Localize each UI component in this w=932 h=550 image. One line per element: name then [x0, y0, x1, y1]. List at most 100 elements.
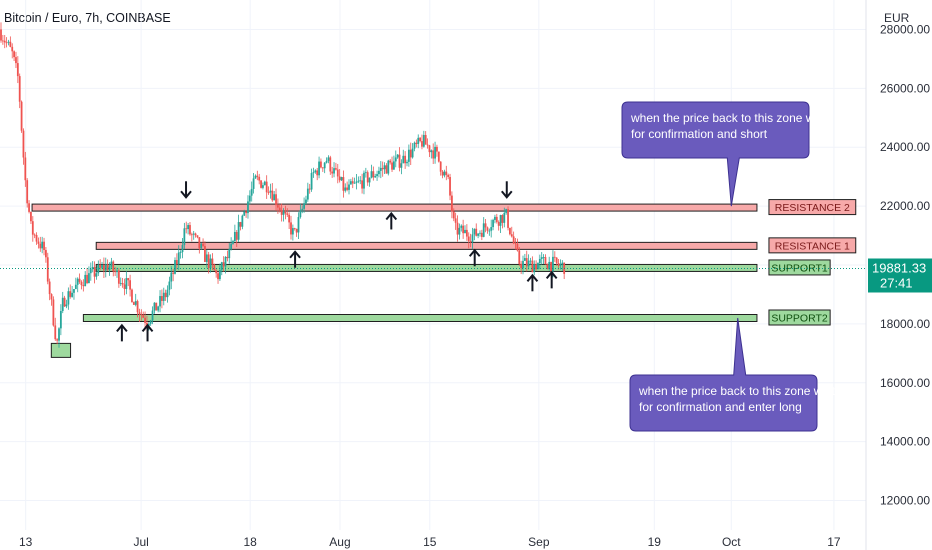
- candle-body: [157, 306, 160, 311]
- arrow-up-icon: [141, 323, 154, 342]
- candle-body: [30, 211, 32, 222]
- candle-body: [525, 258, 528, 267]
- candle-body: [409, 149, 412, 158]
- candle-body: [22, 130, 25, 158]
- candle-body: [48, 281, 51, 295]
- candle-body: [269, 190, 272, 193]
- price-tag-value: 19881.33: [872, 260, 926, 275]
- time-axis[interactable]: 13 Jul 18 Aug 15 Sep 19 Oct 17: [19, 535, 841, 549]
- candle-body: [142, 314, 145, 318]
- candle-body: [15, 57, 17, 64]
- candle-body: [437, 151, 440, 162]
- candle-body: [13, 51, 15, 58]
- candle-body: [192, 233, 195, 235]
- candle-body: [529, 260, 532, 262]
- candle-body: [58, 328, 60, 341]
- candle-body: [428, 145, 431, 153]
- candle-body: [161, 296, 163, 301]
- candle-body: [385, 165, 388, 174]
- price-tick-label: 22000.00: [880, 199, 930, 213]
- candle-body: [217, 273, 219, 280]
- candle-body: [391, 162, 393, 170]
- candle-body: [202, 243, 204, 247]
- time-tick-label: Jul: [133, 535, 148, 549]
- zone-support-2: [82, 314, 758, 322]
- candle-body: [219, 269, 221, 280]
- candle-body: [361, 180, 364, 189]
- candle-body: [74, 284, 77, 290]
- candle-body: [241, 215, 244, 227]
- candle-body: [220, 262, 223, 270]
- candle-body: [542, 257, 545, 258]
- candle-body: [63, 297, 66, 307]
- candle-body: [301, 208, 304, 211]
- candle-body: [1, 40, 4, 42]
- candle-body: [538, 258, 541, 264]
- candle-body: [430, 150, 433, 153]
- candle-body: [499, 215, 502, 226]
- candle-body: [198, 237, 201, 249]
- candle-body: [357, 180, 360, 182]
- candle-body: [121, 283, 124, 285]
- zone-label-box: [768, 237, 857, 254]
- candle-body: [200, 243, 203, 249]
- candle-body: [224, 256, 227, 267]
- candle-body: [308, 188, 311, 190]
- candle-body: [213, 264, 216, 271]
- arrow-head: [385, 211, 398, 221]
- candle-body: [488, 230, 491, 232]
- candle-body: [383, 165, 386, 170]
- candle-body: [338, 176, 341, 181]
- candle-body: [299, 210, 302, 218]
- candle-body: [458, 227, 461, 235]
- candle-body: [252, 178, 255, 189]
- candle-body: [527, 260, 530, 267]
- candle-body: [260, 180, 262, 188]
- candle-body: [190, 234, 193, 236]
- candle-body: [151, 310, 154, 321]
- candle-body: [368, 177, 371, 183]
- candle-body: [159, 296, 161, 307]
- candle-body: [447, 174, 450, 178]
- candle-body: [147, 323, 150, 326]
- candle-body: [537, 263, 539, 270]
- candle-body: [20, 101, 23, 131]
- candle-body: [318, 161, 320, 176]
- candle-body: [432, 150, 435, 159]
- candle-body: [290, 222, 292, 235]
- candle-body: [482, 223, 485, 237]
- candle-body: [372, 171, 375, 178]
- candle-body: [342, 177, 345, 191]
- candle-body: [305, 199, 307, 204]
- candle-body: [370, 171, 373, 178]
- candle-body: [146, 322, 148, 326]
- price-tick-label: 18000.00: [880, 317, 930, 331]
- candle-body: [82, 285, 85, 287]
- candle-body: [540, 257, 543, 259]
- time-tick-label: Aug: [329, 535, 350, 549]
- candle-body: [153, 302, 156, 311]
- candle-body: [78, 278, 81, 282]
- candle-body: [348, 184, 350, 190]
- candle-body: [497, 222, 500, 226]
- candle-body: [91, 266, 94, 270]
- candle-body: [9, 41, 12, 47]
- zone-label-resistance-2: RESISTANCE 2: [775, 202, 850, 214]
- candle-body: [204, 246, 206, 262]
- candle-body: [207, 254, 210, 269]
- candle-body: [11, 46, 14, 52]
- candle-body: [550, 261, 552, 272]
- candle-body: [99, 264, 102, 268]
- price-tick-label: 16000.00: [880, 376, 930, 390]
- candle-body: [239, 222, 242, 227]
- candle-body: [168, 281, 171, 290]
- candle-body: [312, 172, 315, 174]
- price-axis[interactable]: EUR 28000.0026000.0024000.0022000.002000…: [880, 11, 930, 508]
- candle-body: [473, 228, 476, 235]
- candle-body: [136, 301, 139, 313]
- candle-body: [101, 265, 103, 268]
- candle-body: [417, 137, 420, 144]
- price-tick-label: 28000.00: [880, 22, 930, 36]
- candle-body: [43, 241, 45, 251]
